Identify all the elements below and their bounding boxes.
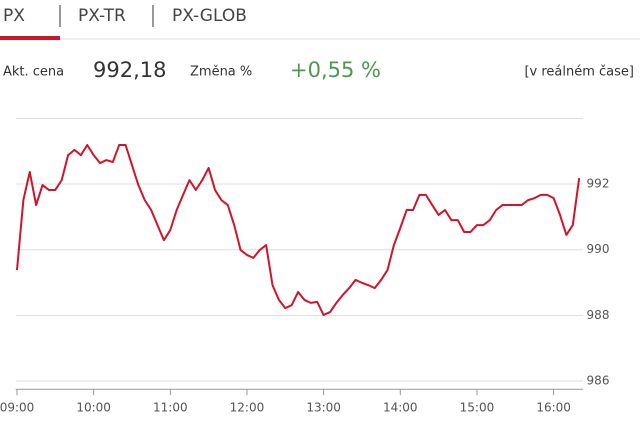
x-tick-label: 12:00 xyxy=(230,401,265,415)
change-label: Změna % xyxy=(190,65,252,80)
x-tick-label: 10:00 xyxy=(76,401,111,415)
tab[interactable]: PX-GLOB xyxy=(172,6,247,26)
x-tick-label: 11:00 xyxy=(153,401,188,415)
active-tab-indicator xyxy=(0,36,60,40)
realtime-note: [v reálném čase] xyxy=(524,65,634,80)
price-line xyxy=(15,143,581,317)
price: 992,18 xyxy=(93,58,166,82)
change: +0,55 % xyxy=(290,58,381,82)
x-tick-label: 15:00 xyxy=(460,401,495,415)
x-tick-label: 14:00 xyxy=(383,401,418,415)
y-tick-label: 992 xyxy=(587,177,610,191)
price-label: Akt. cena xyxy=(3,65,64,80)
x-tick-label: 09:00 xyxy=(0,401,34,415)
y-tick-label: 986 xyxy=(587,373,610,387)
x-tick-label: 16:00 xyxy=(536,401,571,415)
tab[interactable]: PX-TR xyxy=(78,6,126,26)
tab[interactable]: PX xyxy=(3,6,25,26)
x-tick-label: 13:00 xyxy=(306,401,341,415)
y-tick-label: 990 xyxy=(587,242,610,256)
y-tick-label: 988 xyxy=(587,308,610,322)
